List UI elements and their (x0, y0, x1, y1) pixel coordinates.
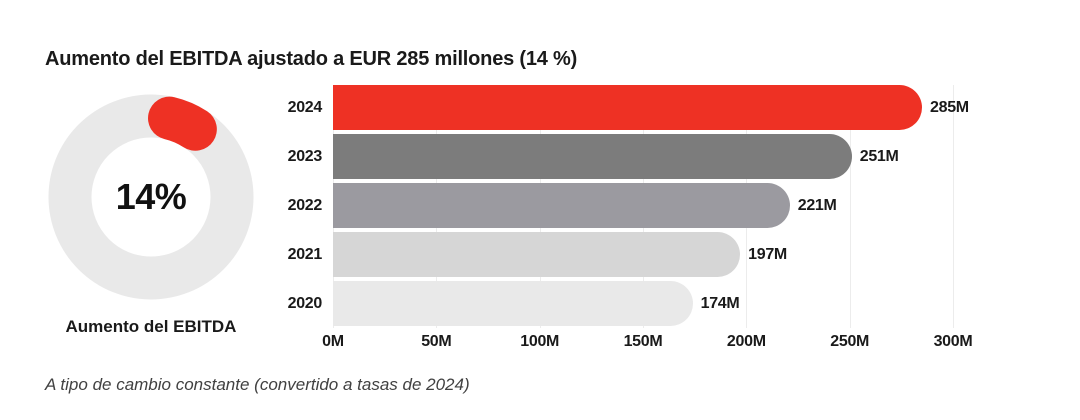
donut-segment-icon (148, 96, 217, 151)
footnote: A tipo de cambio constante (convertido a… (45, 375, 470, 394)
x-tick-250M: 250M (830, 333, 870, 350)
donut-ring-svg (48, 94, 254, 300)
x-tick-200M: 200M (726, 333, 766, 350)
value-label-2022: 221M (797, 197, 837, 214)
bar-row-2020: 2020 174M (288, 281, 953, 326)
bar-2020 (333, 281, 693, 326)
bar-chart-plot: 2024 285M 2023 251M 2022 221M 2021 197M 2020 174M… (288, 85, 973, 350)
grid-line-300M (953, 85, 954, 328)
grid-line-250M (849, 85, 851, 328)
x-tick-100M: 100M (520, 333, 560, 350)
value-label-2023: 251M (859, 148, 899, 165)
x-tick-150M: 150M (623, 333, 663, 350)
bar-2021 (333, 232, 741, 277)
x-tick-50M: 50M (421, 333, 452, 350)
bar-row-2021: 2021 197M (288, 232, 953, 277)
bar-2024 (333, 85, 922, 130)
x-tick-0M: 0M (322, 333, 344, 350)
year-label-2022: 2022 (287, 197, 323, 214)
x-tick-300M: 300M (933, 333, 973, 350)
value-label-2020: 174M (700, 295, 740, 312)
year-label-2021: 2021 (287, 246, 323, 263)
chart-title: Aumento del EBITDA ajustado a EUR 285 mi… (45, 48, 578, 70)
value-label-2021: 197M (748, 246, 787, 263)
year-label-2024: 2024 (287, 99, 323, 116)
bar-2022 (333, 183, 790, 228)
value-label-2024: 285M (930, 99, 969, 116)
bar-row-2022: 2022 221M (288, 183, 953, 228)
bar-2023 (333, 134, 852, 179)
bar-row-2024: 2024 285M (288, 85, 969, 130)
donut-caption: Aumento del EBITDA (65, 317, 237, 336)
donut-chart: 14% (46, 92, 256, 302)
donut-center-value: 14% (115, 176, 187, 217)
year-label-2020: 2020 (287, 295, 323, 312)
bar-row-2023: 2023 251M (288, 134, 953, 179)
x-axis: 0M 50M 100M 150M 200M 250M 300M (322, 333, 973, 351)
year-label-2023: 2023 (287, 148, 323, 165)
